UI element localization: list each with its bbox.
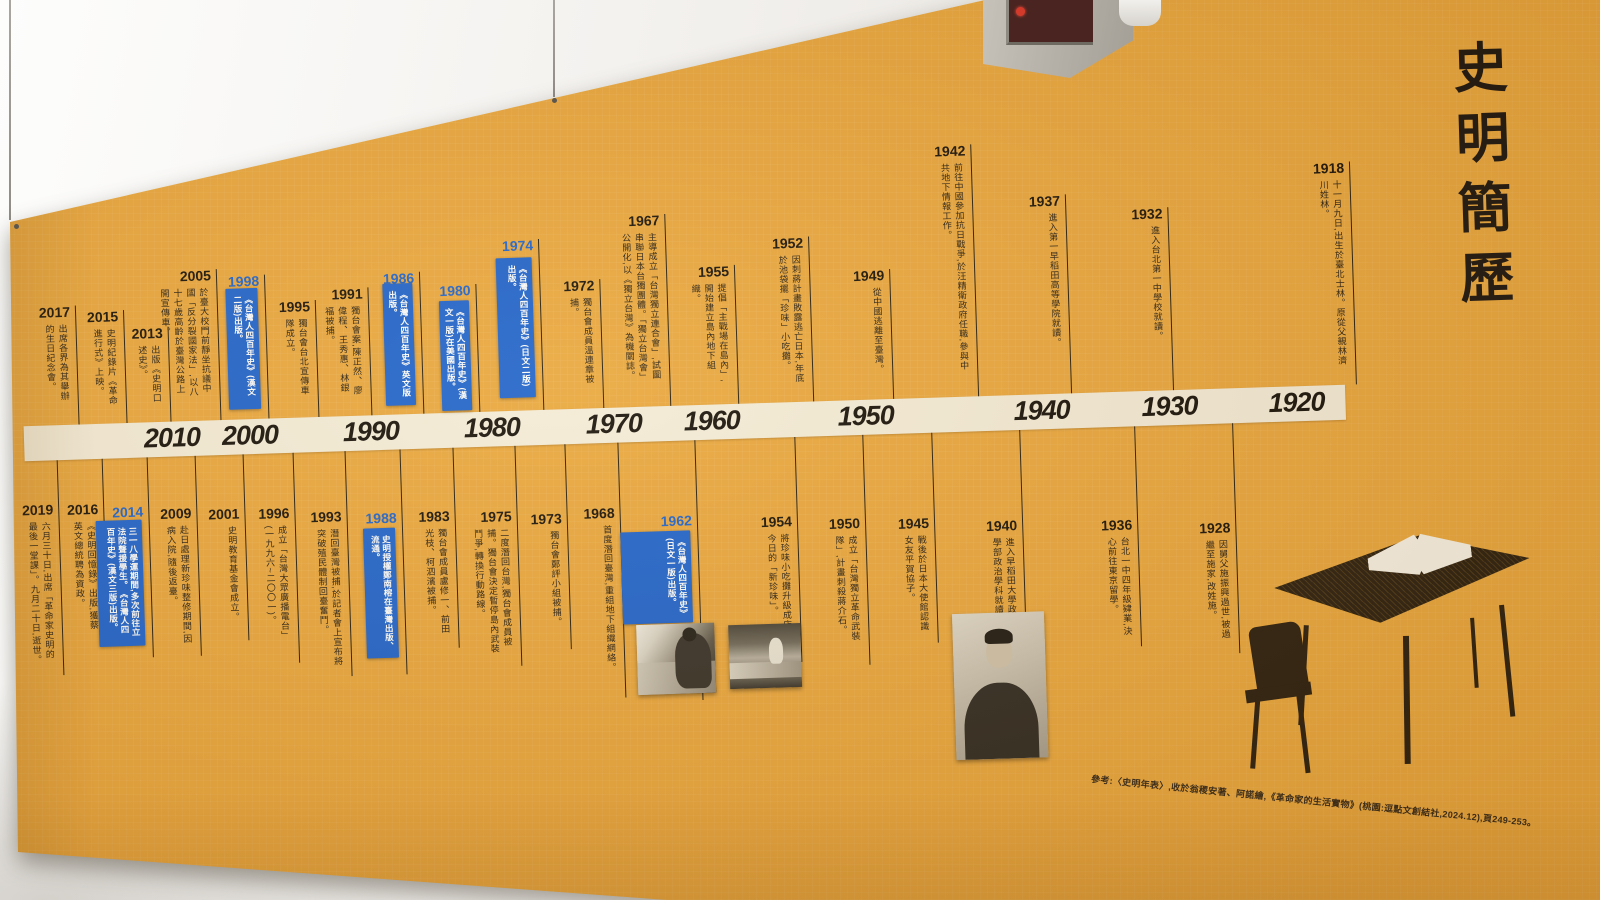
- alarm-light: [1016, 7, 1025, 16]
- year-label: 1918: [1312, 159, 1345, 177]
- wire-hook: [552, 98, 557, 103]
- table-leg: [1499, 604, 1516, 717]
- table-leg: [1470, 617, 1479, 688]
- chair-leg: [1250, 696, 1261, 769]
- decade-label-1960: 1960: [683, 404, 741, 437]
- photo-1962-writing: [636, 622, 717, 696]
- entry-text: 因舅父施振興過世,被過繼至施家,改姓施。: [1204, 539, 1231, 639]
- year-label: 1952: [771, 234, 804, 252]
- timeline-entry-1928: 1928 因舅父施振興過世,被過繼至施家,改姓施。: [1073, 423, 1241, 658]
- wire-hook: [14, 224, 19, 229]
- desk-and-book-illustration: [1238, 520, 1546, 784]
- year-label: 1937: [1028, 192, 1061, 210]
- decade-label-2000: 2000: [221, 419, 279, 452]
- photo-figure: [674, 632, 713, 689]
- hanging-wire-left: [9, 0, 11, 220]
- year-label: 1942: [933, 142, 966, 160]
- year-label: 1967: [628, 212, 660, 230]
- timeline-entry-1932: 1932 進入台北第一中學校就讀。: [1008, 205, 1175, 395]
- decade-label-1920: 1920: [1267, 386, 1325, 419]
- portrait-hair: [984, 628, 1013, 645]
- hanging-wire-center: [553, 0, 555, 97]
- entry-text: 十一月九日,出生於臺北士林。原從父親林濟川姓林。: [1318, 179, 1348, 366]
- tick-line: [1348, 161, 1357, 385]
- ceiling-fixture: [1119, 0, 1161, 26]
- entry-text: 進入台北第一中學校就讀。: [1149, 225, 1164, 341]
- panel-title: 史明簡歷: [1443, 38, 1516, 321]
- year-label: 1928: [1198, 519, 1231, 537]
- table-leg: [1402, 635, 1411, 764]
- decade-label-1930: 1930: [1141, 390, 1199, 423]
- photo-1954-shinchinmi-shop: [728, 622, 803, 690]
- decade-label-1970: 1970: [585, 407, 643, 440]
- timeline-entry-1918: 1918 十一月九日,出生於臺北士林。原從父親林濟川姓林。: [1190, 159, 1357, 389]
- tick-line: [1166, 207, 1175, 391]
- photo-cook-figure: [768, 637, 784, 665]
- photo-shop-counter: [729, 660, 802, 680]
- year-label: 1932: [1131, 205, 1163, 223]
- decade-label-1990: 1990: [342, 415, 400, 448]
- decade-label-1980: 1980: [463, 411, 521, 444]
- portrait-body: [963, 681, 1040, 760]
- decade-label-1950: 1950: [837, 399, 895, 432]
- decade-label-1940: 1940: [1013, 394, 1071, 427]
- photo-1940-portrait: [951, 611, 1049, 761]
